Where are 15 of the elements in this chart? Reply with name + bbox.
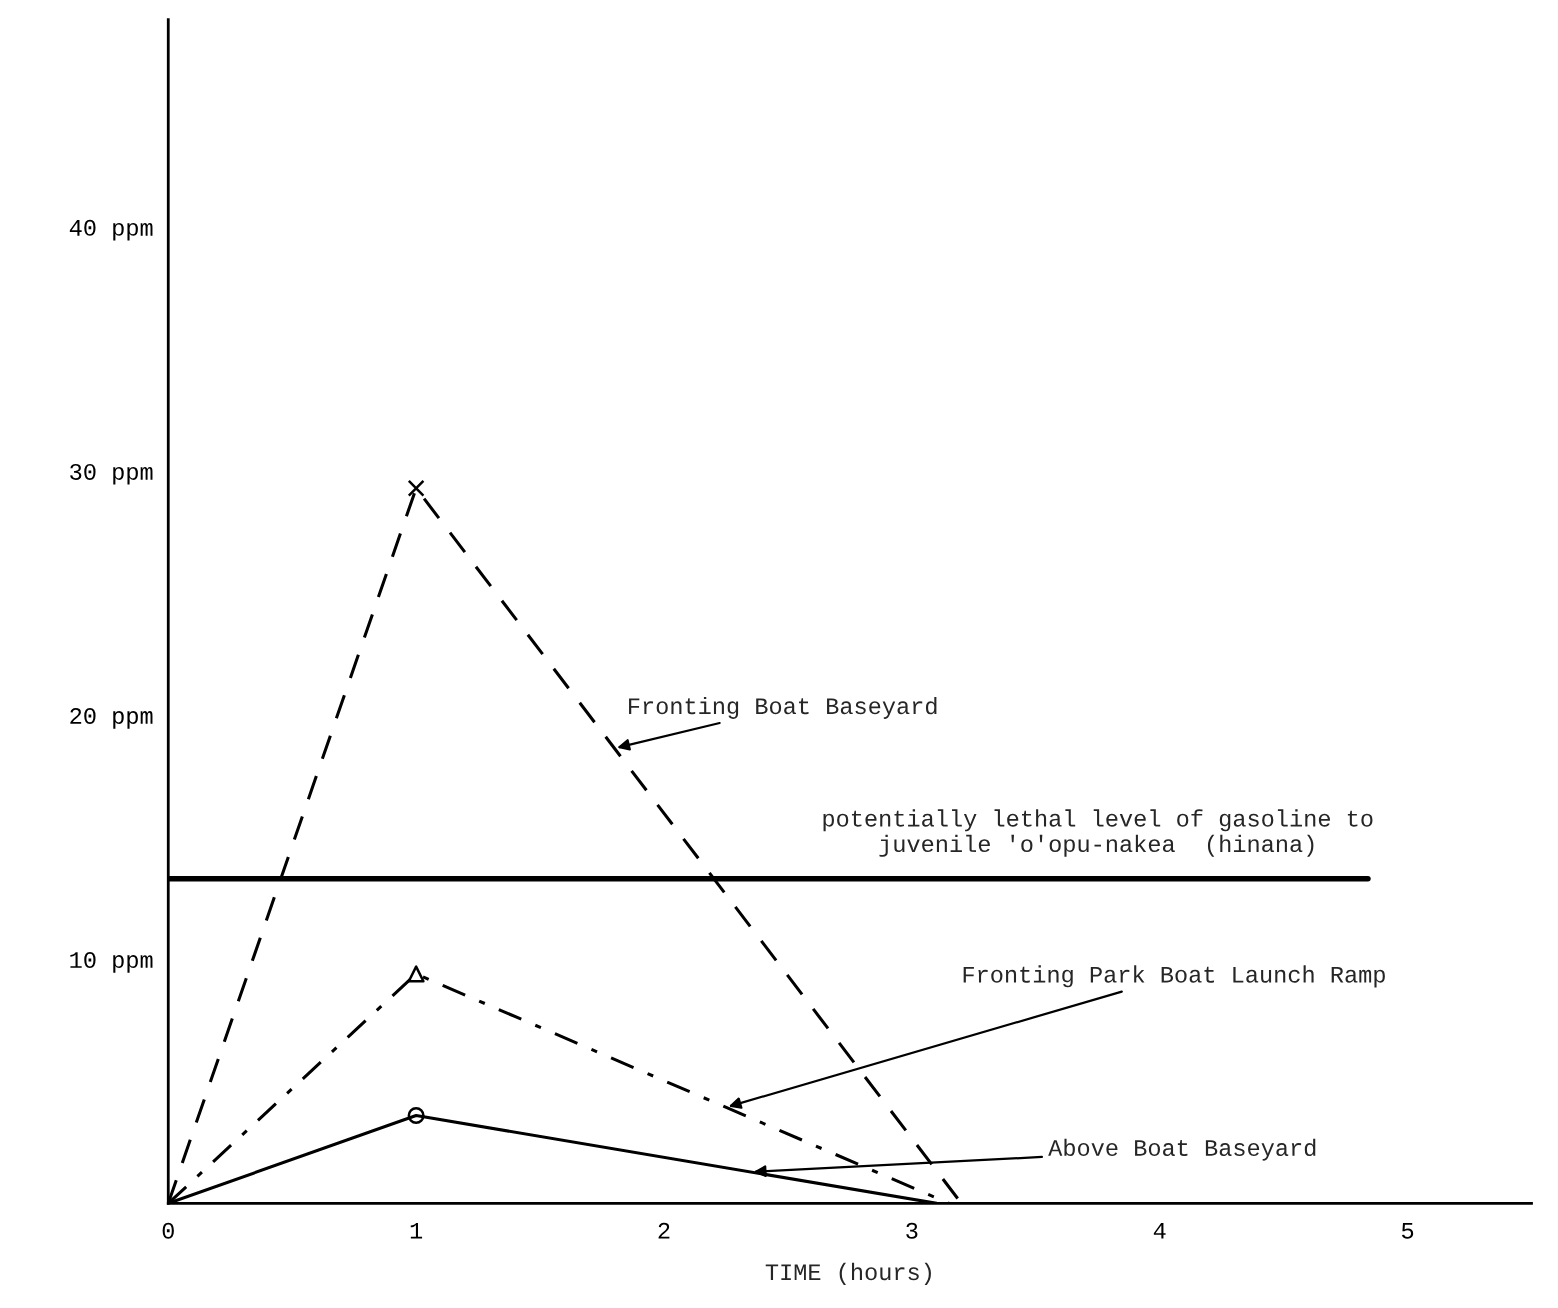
x-tick-label: 2	[658, 1222, 670, 1239]
y-tick-label: 40 ppm	[69, 219, 153, 241]
ref-line-label: potentially lethal level of gasoline to juvenile 'o'opu-nakea (hinana)	[823, 809, 1373, 857]
x-tick-label: 4	[1153, 1222, 1166, 1239]
text: Above Boat Baseyard	[1048, 1138, 1316, 1161]
x-axis-title: TIME (hours)	[765, 1262, 931, 1285]
y-tick-label: 30 ppm	[70, 463, 153, 485]
x-tick-label: 0	[162, 1222, 174, 1239]
y-tick-label: 20 ppm	[70, 707, 153, 729]
text: Fronting Park Boat Launch Ramp	[963, 965, 1385, 988]
x-tick-label: 5	[1401, 1222, 1414, 1239]
series-label: Fronting Boat Baseyard	[629, 696, 937, 719]
y-tick-label: 10 ppm	[70, 952, 153, 973]
x-tick-label: 1	[410, 1222, 423, 1239]
x-tick-label: 3	[906, 1222, 918, 1239]
